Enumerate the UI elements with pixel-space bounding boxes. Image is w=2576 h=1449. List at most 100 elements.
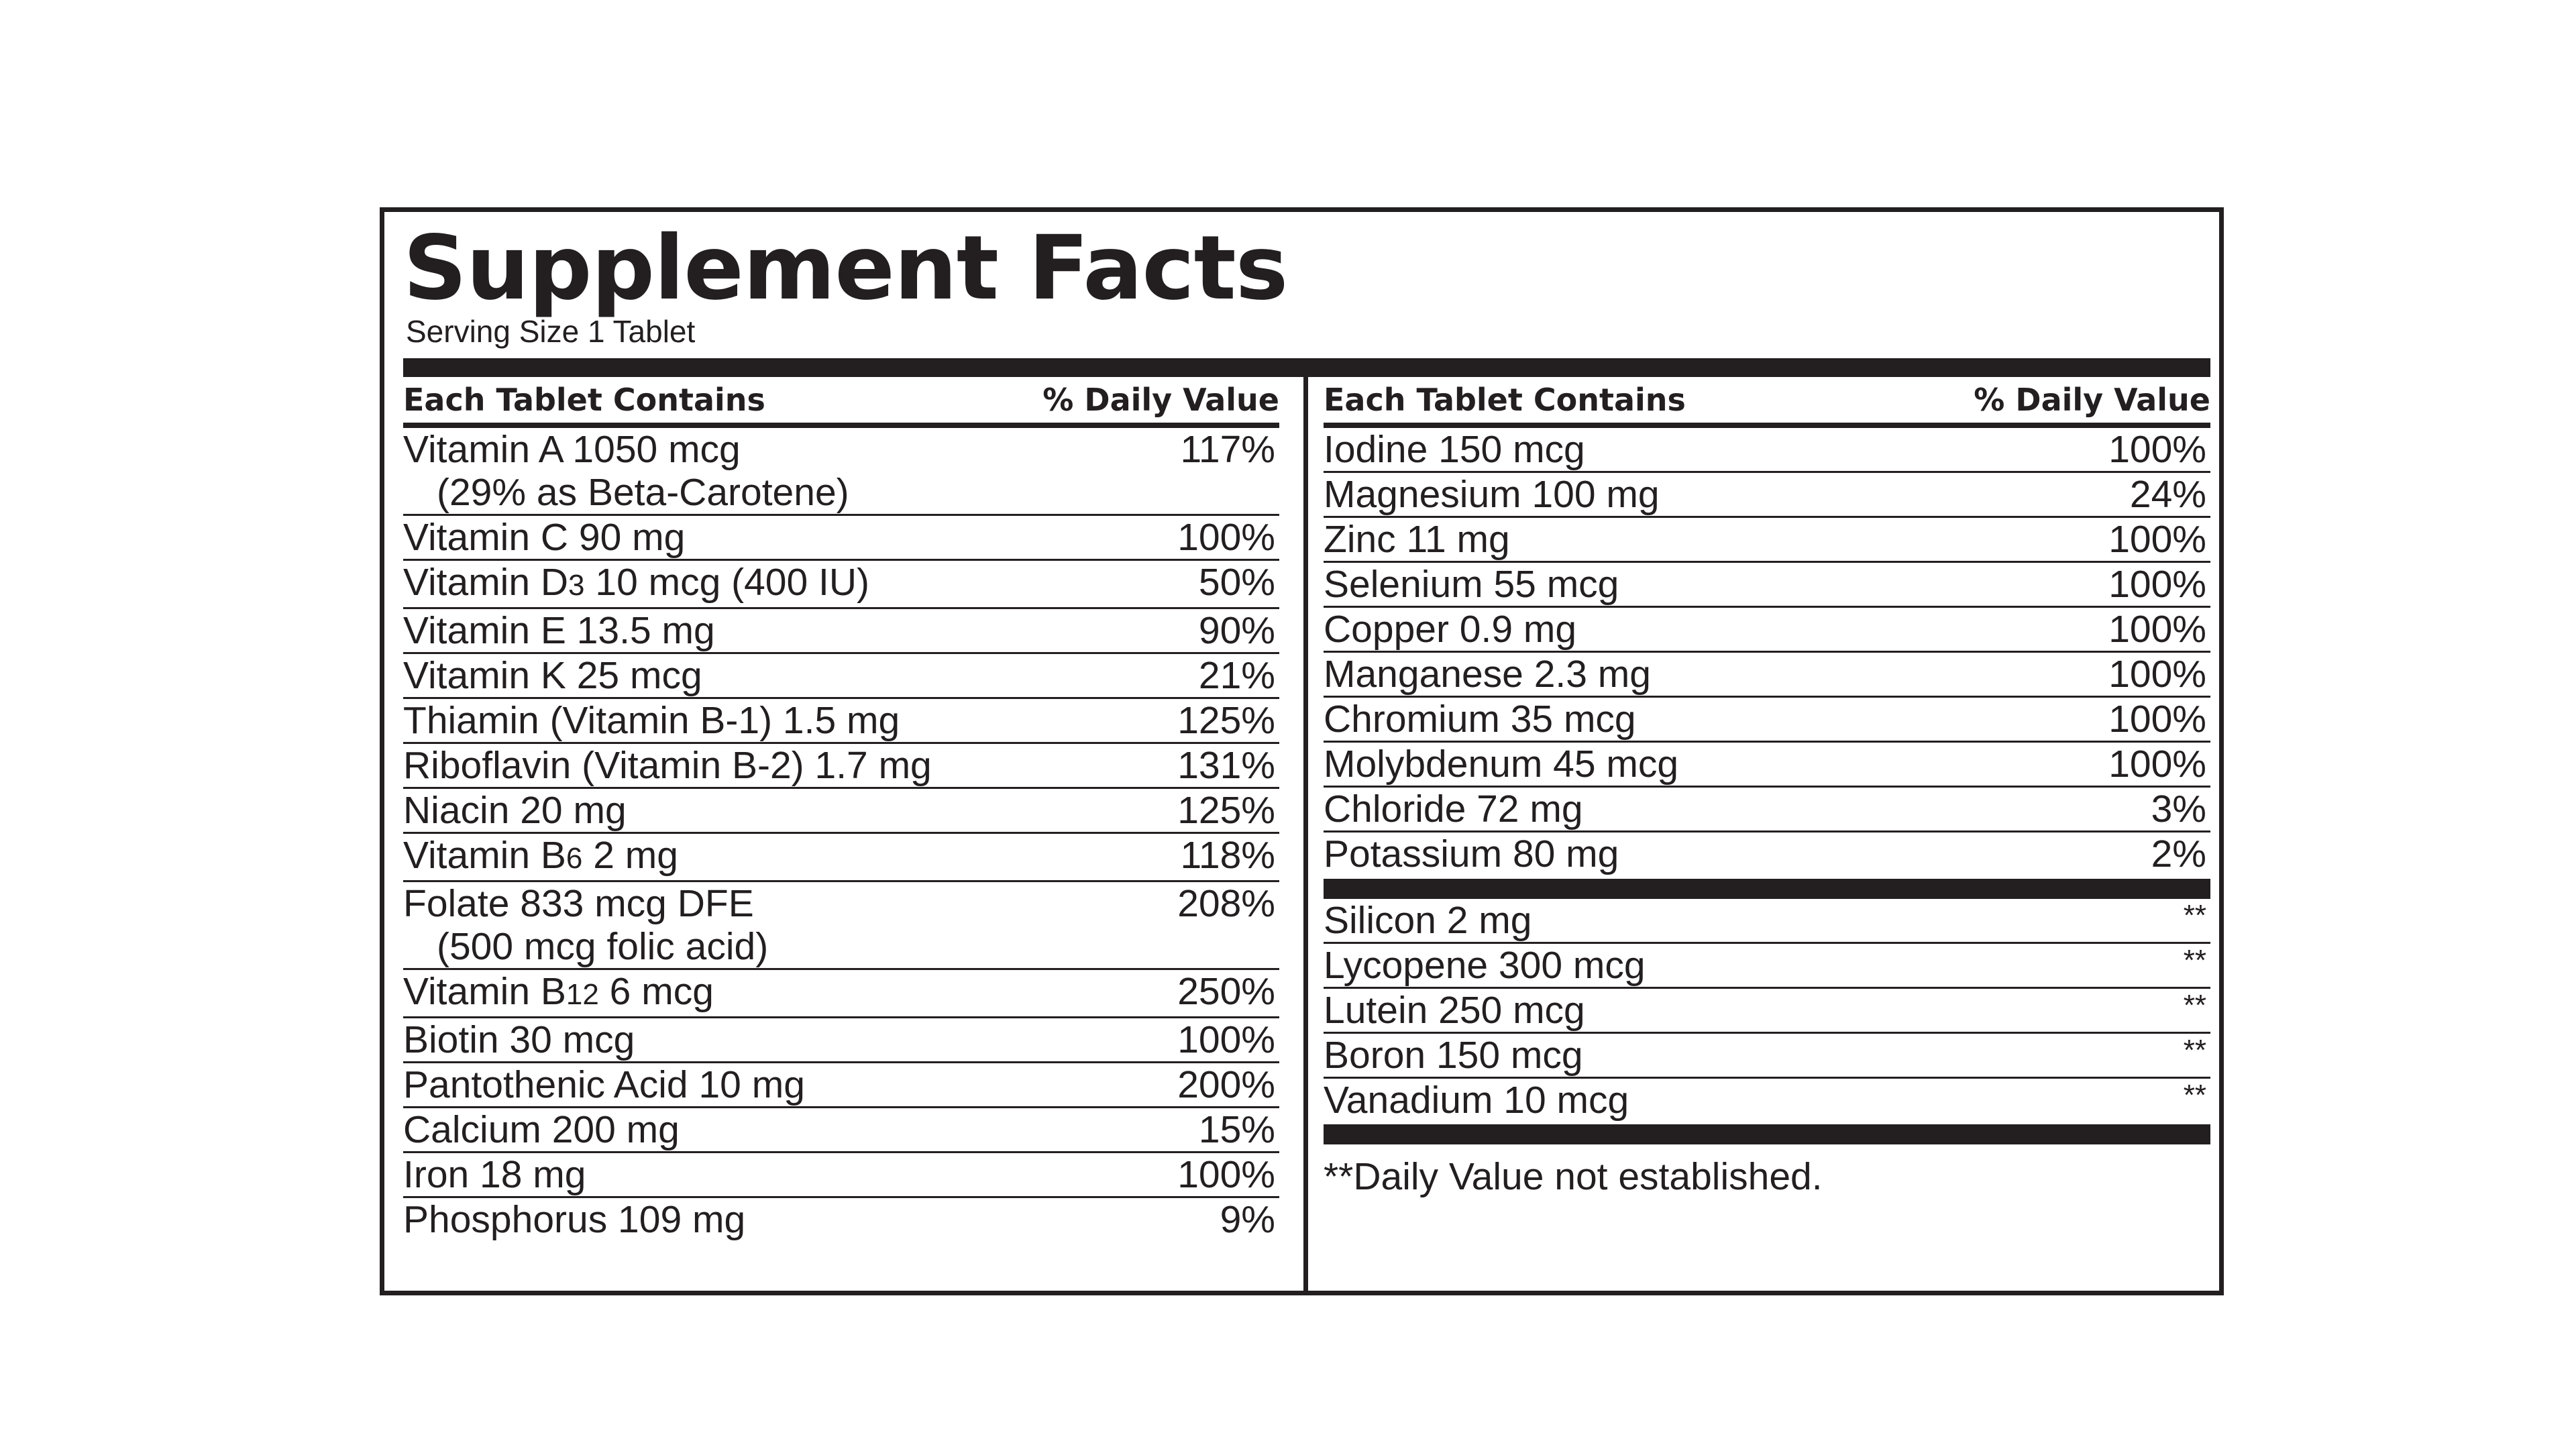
nutrient-name: Vitamin K 25 mcg: [403, 654, 702, 697]
nutrient-name: Magnesium 100 mg: [1324, 473, 1660, 516]
daily-value: 100%: [1177, 1018, 1275, 1061]
nutrient-row: Chloride 72 mg 3%: [1324, 788, 2210, 833]
daily-value: **: [2183, 989, 2206, 1022]
nutrient-name: Vitamin C 90 mg: [403, 516, 686, 559]
column-divider: [1303, 377, 1308, 1291]
daily-value: 3%: [2151, 788, 2206, 830]
nutrient-detail: (29% as Beta-Carotene): [437, 471, 849, 514]
nutrient-row: Calcium 200 mg 15%: [403, 1108, 1279, 1153]
right-header-dv: % Daily Value: [1974, 382, 2210, 418]
nutrient-name: Calcium 200 mg: [403, 1108, 680, 1151]
daily-value: 118%: [1180, 834, 1275, 877]
daily-value: **: [2183, 1079, 2206, 1112]
daily-value: 100%: [2108, 653, 2206, 696]
daily-value: **: [2183, 1034, 2206, 1067]
daily-value: 2%: [2151, 833, 2206, 875]
nutrient-name: Chromium 35 mcg: [1324, 698, 1636, 741]
daily-value: 100%: [1177, 1153, 1275, 1196]
supplement-facts-panel: Supplement Facts Serving Size 1 Tablet E…: [380, 207, 2224, 1295]
nutrient-name: Iron 18 mg: [403, 1153, 586, 1196]
daily-value: 100%: [2108, 743, 2206, 786]
nutrient-row: Copper 0.9 mg 100%: [1324, 608, 2210, 653]
panel-title: Supplement Facts: [403, 217, 1288, 320]
nutrient-name: Folate 833 mcg DFE (500 mcg folic acid): [403, 882, 1177, 968]
daily-value: 200%: [1177, 1063, 1275, 1106]
daily-value: 21%: [1198, 654, 1275, 697]
nutrient-row: Pantothenic Acid 10 mg 200%: [403, 1063, 1279, 1108]
nutrient-name: Boron 150 mcg: [1324, 1034, 1583, 1077]
nutrient-name: Selenium 55 mcg: [1324, 563, 1619, 606]
daily-value: 100%: [2108, 563, 2206, 606]
nutrient-name: Riboflavin (Vitamin B-2) 1.7 mg: [403, 744, 932, 787]
daily-value: **: [2183, 944, 2206, 977]
nutrient-name: Vitamin B12 6 mcg: [403, 970, 714, 1013]
daily-value: 208%: [1177, 882, 1275, 925]
nutrient-name: Phosphorus 109 mg: [403, 1198, 746, 1241]
left-column: Each Tablet Contains % Daily Value Vitam…: [403, 377, 1279, 1241]
nutrient-name: Silicon 2 mg: [1324, 899, 1532, 942]
nutrient-name: Manganese 2.3 mg: [1324, 653, 1651, 696]
daily-value: 125%: [1177, 699, 1275, 742]
nutrient-row: Iron 18 mg 100%: [403, 1153, 1279, 1198]
nutrient-row: Thiamin (Vitamin B-1) 1.5 mg 125%: [403, 699, 1279, 744]
nutrient-row: Vitamin A 1050 mcg (29% as Beta-Carotene…: [403, 428, 1279, 516]
nutrient-name: Thiamin (Vitamin B-1) 1.5 mg: [403, 699, 900, 742]
nutrient-row: Vitamin B6 2 mg 118%: [403, 834, 1279, 882]
left-column-header: Each Tablet Contains % Daily Value: [403, 377, 1279, 428]
daily-value: 131%: [1177, 744, 1275, 787]
nutrient-row: Potassium 80 mg 2%: [1324, 833, 2210, 875]
daily-value: 100%: [1177, 516, 1275, 559]
daily-value: 9%: [1220, 1198, 1275, 1241]
nutrient-row: Vitamin B12 6 mcg 250%: [403, 970, 1279, 1018]
footer-thick-rule: [1324, 1124, 2210, 1144]
nutrient-name: Lutein 250 mcg: [1324, 989, 1585, 1032]
nutrient-name: Chloride 72 mg: [1324, 788, 1583, 830]
nutrient-detail: (500 mcg folic acid): [437, 925, 769, 968]
nutrient-name: Vanadium 10 mcg: [1324, 1079, 1629, 1122]
nutrient-row: Vanadium 10 mcg **: [1324, 1079, 2210, 1122]
nutrient-name: Lycopene 300 mcg: [1324, 944, 1646, 987]
nutrient-row: Magnesium 100 mg 24%: [1324, 473, 2210, 518]
nutrient-name: Vitamin E 13.5 mg: [403, 609, 715, 652]
nutrient-row: Vitamin E 13.5 mg 90%: [403, 609, 1279, 654]
daily-value: 250%: [1177, 970, 1275, 1013]
nutrient-name: Iodine 150 mcg: [1324, 428, 1585, 471]
nutrient-row: Boron 150 mcg **: [1324, 1034, 2210, 1079]
nutrient-name: Copper 0.9 mg: [1324, 608, 1577, 651]
nutrient-name: Vitamin B6 2 mg: [403, 834, 678, 877]
nutrient-row: Iodine 150 mcg 100%: [1324, 428, 2210, 473]
nutrient-name: Molybdenum 45 mcg: [1324, 743, 1679, 786]
nutrient-row: Chromium 35 mcg 100%: [1324, 698, 2210, 743]
nutrient-name: Potassium 80 mg: [1324, 833, 1619, 875]
nutrient-row: Molybdenum 45 mcg 100%: [1324, 743, 2210, 788]
nutrient-row: Vitamin D3 10 mcg (400 IU) 50%: [403, 561, 1279, 609]
header-thick-rule: [403, 358, 2210, 377]
nutrient-row: Lycopene 300 mcg **: [1324, 944, 2210, 989]
nutrient-name: Biotin 30 mcg: [403, 1018, 635, 1061]
nutrient-row: Zinc 11 mg 100%: [1324, 518, 2210, 563]
left-header-dv: % Daily Value: [1042, 382, 1279, 418]
section-thick-rule: [1324, 879, 2210, 899]
daily-value: 100%: [2108, 698, 2206, 741]
nutrient-name: Pantothenic Acid 10 mg: [403, 1063, 805, 1106]
nutrient-row: Folate 833 mcg DFE (500 mcg folic acid) …: [403, 882, 1279, 970]
daily-value: **: [2183, 899, 2206, 932]
daily-value: 15%: [1198, 1108, 1275, 1151]
daily-value: 100%: [2108, 518, 2206, 561]
nutrient-row: Vitamin K 25 mcg 21%: [403, 654, 1279, 699]
nutrient-row: Manganese 2.3 mg 100%: [1324, 653, 2210, 698]
daily-value: 117%: [1180, 428, 1275, 471]
nutrient-row: Vitamin C 90 mg 100%: [403, 516, 1279, 561]
nutrient-row: Lutein 250 mcg **: [1324, 989, 2210, 1034]
nutrient-row: Phosphorus 109 mg 9%: [403, 1198, 1279, 1241]
nutrient-name: Vitamin A 1050 mcg (29% as Beta-Carotene…: [403, 428, 1180, 514]
right-header-name: Each Tablet Contains: [1324, 382, 1686, 418]
daily-value: 50%: [1198, 561, 1275, 604]
nutrient-row: Riboflavin (Vitamin B-2) 1.7 mg 131%: [403, 744, 1279, 789]
left-header-name: Each Tablet Contains: [403, 382, 765, 418]
nutrient-row: Biotin 30 mcg 100%: [403, 1018, 1279, 1063]
serving-size: Serving Size 1 Tablet: [406, 314, 696, 349]
nutrient-name: Zinc 11 mg: [1324, 518, 1510, 561]
right-column-header: Each Tablet Contains % Daily Value: [1324, 377, 2210, 428]
footnote: **Daily Value not established.: [1324, 1155, 1823, 1198]
